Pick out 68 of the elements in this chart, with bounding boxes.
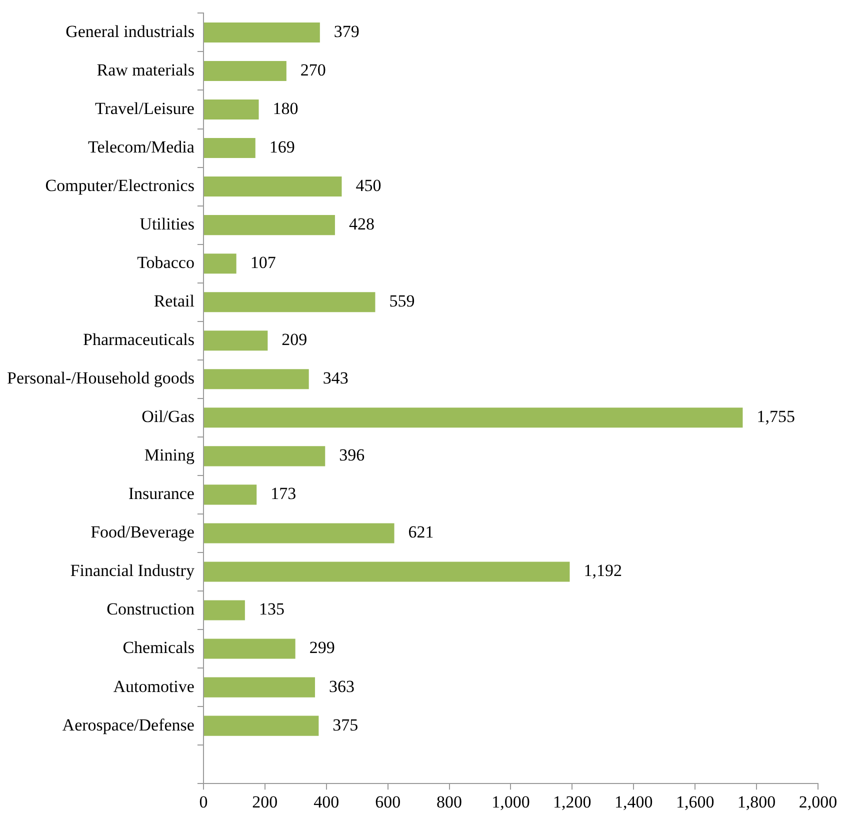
data-label: 428: [348, 214, 374, 234]
bar: [204, 60, 286, 81]
y-tick-label: Automotive: [113, 676, 194, 696]
bar: [204, 446, 326, 466]
y-tick-label: Retail: [154, 292, 195, 311]
y-tick-label: Insurance: [128, 484, 194, 504]
y-tick-label: Financial Industry: [70, 561, 195, 580]
bar: [204, 292, 376, 312]
bar: [204, 484, 257, 505]
data-label: 450: [356, 176, 382, 196]
y-tick-label: Computer/Electronics: [45, 176, 194, 196]
bar: [204, 215, 335, 236]
data-label: 621: [408, 522, 434, 542]
data-label: 379: [334, 22, 360, 41]
bar: [204, 254, 236, 274]
bar: [204, 176, 342, 197]
y-tick-label: Construction: [106, 600, 195, 619]
y-tick-label: Mining: [144, 446, 195, 465]
x-tick-label: 400: [314, 792, 340, 812]
y-tick-label: Chemicals: [122, 638, 194, 658]
x-tick-label: 800: [436, 792, 462, 812]
bar: [204, 22, 320, 42]
data-label: 375: [332, 715, 358, 734]
bar: [204, 369, 309, 390]
y-tick-label: Travel/Leisure: [94, 98, 194, 118]
y-tick-label: Telecom/Media: [88, 137, 195, 156]
data-label: 299: [309, 638, 335, 658]
x-tick-label: 0: [199, 792, 208, 812]
data-label: 135: [258, 600, 284, 619]
y-tick-label: Aerospace/Defense: [62, 715, 194, 734]
y-tick-label: General industrials: [66, 22, 194, 41]
data-label: 396: [339, 446, 365, 465]
data-label: 107: [250, 253, 276, 272]
x-tick-label: 1,800: [737, 792, 776, 812]
bar: [204, 600, 245, 620]
bar: [204, 99, 259, 120]
x-tick-label: 1,400: [614, 792, 653, 812]
data-label: 180: [272, 98, 298, 118]
bar: [204, 638, 296, 659]
data-label: 209: [282, 330, 308, 350]
y-tick-label: Raw materials: [96, 60, 194, 80]
y-tick-label: Personal-/Household goods: [6, 368, 194, 388]
data-label: 270: [300, 60, 326, 80]
bar: [204, 562, 570, 582]
data-label: 169: [269, 137, 295, 156]
bar: [204, 330, 268, 351]
data-label: 1,755: [756, 407, 795, 426]
data-label: 363: [328, 676, 354, 696]
bar: [204, 523, 394, 544]
y-tick-label: Tobacco: [137, 253, 194, 272]
x-tick-label: 1,600: [676, 792, 714, 812]
data-label: 559: [389, 292, 415, 311]
bar: [204, 677, 315, 698]
x-tick-label: 1,200: [553, 792, 592, 812]
y-tick-label: Pharmaceuticals: [83, 330, 194, 350]
y-tick-label: Oil/Gas: [142, 407, 194, 426]
data-label: 173: [270, 484, 296, 504]
y-tick-label: Food/Beverage: [90, 522, 194, 542]
x-tick-label: 1,000: [492, 792, 530, 812]
data-label: 343: [322, 368, 348, 388]
x-tick-label: 200: [252, 792, 278, 812]
x-tick-label: 2,000: [798, 792, 838, 812]
data-label: 1,192: [584, 561, 622, 580]
y-tick-label: Utilities: [140, 214, 194, 234]
bar: [204, 138, 256, 158]
bar: [204, 408, 743, 428]
bar: [204, 716, 319, 736]
x-tick-label: 600: [375, 792, 401, 812]
